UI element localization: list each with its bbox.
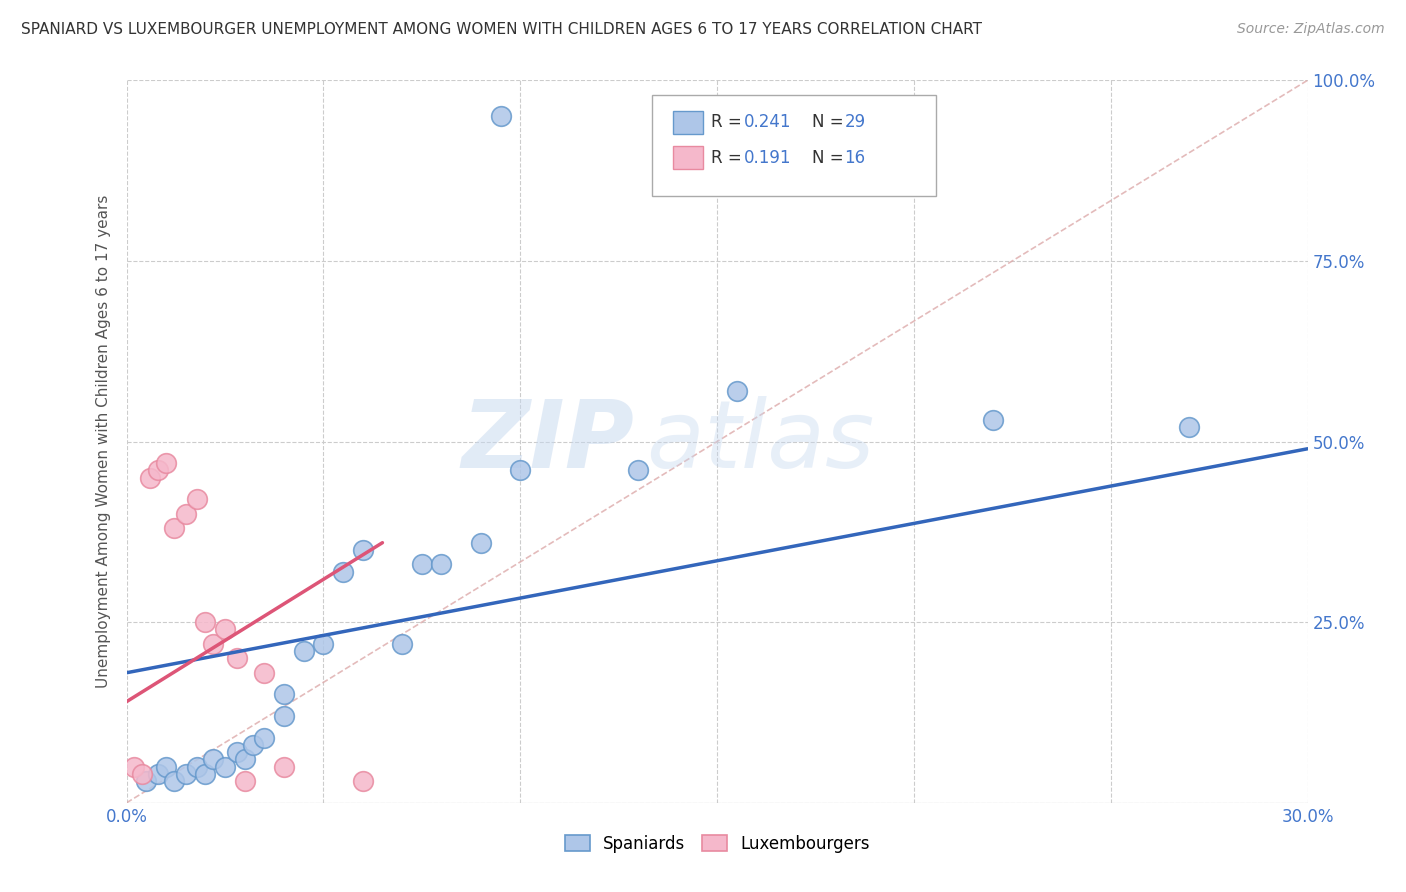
Legend: Spaniards, Luxembourgers: Spaniards, Luxembourgers xyxy=(558,828,876,860)
Point xyxy=(489,110,512,124)
Point xyxy=(202,752,225,766)
Point xyxy=(225,651,247,665)
Point xyxy=(135,774,157,789)
Point xyxy=(186,492,208,507)
Text: N =: N = xyxy=(811,149,848,167)
FancyBboxPatch shape xyxy=(673,146,703,169)
Text: 16: 16 xyxy=(845,149,866,167)
Point xyxy=(273,760,295,774)
Point xyxy=(352,542,374,557)
Point xyxy=(981,413,1004,427)
Y-axis label: Unemployment Among Women with Children Ages 6 to 17 years: Unemployment Among Women with Children A… xyxy=(96,194,111,689)
Point xyxy=(627,463,650,477)
Text: R =: R = xyxy=(711,149,747,167)
Point xyxy=(214,623,236,637)
Point xyxy=(470,535,492,549)
Point xyxy=(430,558,453,572)
Point xyxy=(352,774,374,789)
Point xyxy=(174,767,197,781)
Point xyxy=(509,463,531,477)
Point xyxy=(233,774,256,789)
Text: atlas: atlas xyxy=(647,396,875,487)
Point xyxy=(124,760,146,774)
Point xyxy=(1178,420,1201,434)
Text: 29: 29 xyxy=(845,113,866,131)
Point xyxy=(146,463,169,477)
Point xyxy=(155,456,177,470)
Point xyxy=(233,752,256,766)
Point xyxy=(163,521,186,535)
Point xyxy=(139,470,162,484)
Point xyxy=(225,745,247,759)
Point xyxy=(214,760,236,774)
Point xyxy=(146,767,169,781)
Text: 0.241: 0.241 xyxy=(744,113,792,131)
Text: 0.191: 0.191 xyxy=(744,149,792,167)
Point xyxy=(155,760,177,774)
Point xyxy=(312,637,335,651)
Point xyxy=(391,637,413,651)
Point xyxy=(273,709,295,723)
Text: ZIP: ZIP xyxy=(461,395,634,488)
Point xyxy=(332,565,354,579)
Text: Source: ZipAtlas.com: Source: ZipAtlas.com xyxy=(1237,22,1385,37)
Point xyxy=(186,760,208,774)
Point xyxy=(411,558,433,572)
Point xyxy=(725,384,748,398)
Point xyxy=(202,637,225,651)
Point xyxy=(194,767,217,781)
Text: N =: N = xyxy=(811,113,848,131)
Point xyxy=(253,665,276,680)
Point xyxy=(194,615,217,630)
Point xyxy=(273,687,295,701)
Point xyxy=(174,507,197,521)
Point xyxy=(163,774,186,789)
Text: SPANIARD VS LUXEMBOURGER UNEMPLOYMENT AMONG WOMEN WITH CHILDREN AGES 6 TO 17 YEA: SPANIARD VS LUXEMBOURGER UNEMPLOYMENT AM… xyxy=(21,22,981,37)
Point xyxy=(242,738,264,752)
FancyBboxPatch shape xyxy=(673,112,703,135)
Text: R =: R = xyxy=(711,113,747,131)
Point xyxy=(292,644,315,658)
Point xyxy=(253,731,276,745)
FancyBboxPatch shape xyxy=(652,95,935,196)
Point xyxy=(131,767,153,781)
